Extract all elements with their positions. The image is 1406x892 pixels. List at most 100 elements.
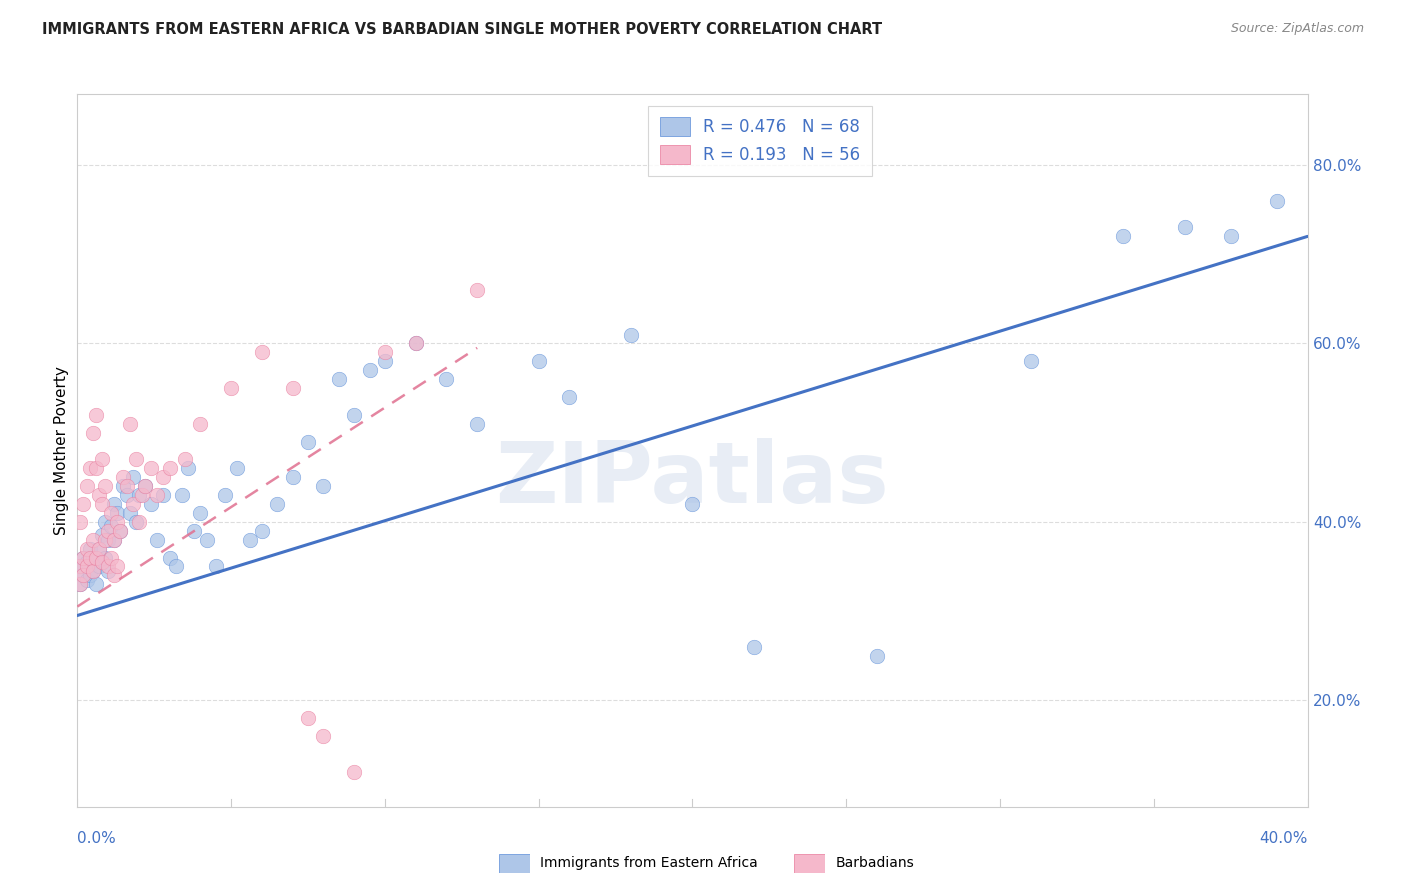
Point <box>97 533 120 547</box>
Point <box>527 354 550 368</box>
Point <box>118 417 141 431</box>
Point <box>159 461 181 475</box>
Point <box>183 524 205 538</box>
Point <box>239 533 262 547</box>
Point <box>79 568 101 582</box>
Point <box>82 425 104 440</box>
Point <box>105 559 128 574</box>
Point <box>100 550 122 565</box>
Point <box>76 479 98 493</box>
Y-axis label: Single Mother Poverty: Single Mother Poverty <box>53 366 69 535</box>
Point <box>110 524 132 538</box>
Point <box>250 524 273 538</box>
Point <box>87 559 110 574</box>
Point <box>87 488 110 502</box>
Point <box>1174 220 1197 235</box>
Point <box>134 479 156 493</box>
Point <box>226 461 249 475</box>
Point <box>72 568 94 582</box>
Point <box>152 470 174 484</box>
Point <box>69 577 91 591</box>
Point <box>558 390 581 404</box>
Point <box>219 381 242 395</box>
Point <box>204 559 226 574</box>
Point <box>72 550 94 565</box>
Point <box>281 470 304 484</box>
Point <box>90 497 114 511</box>
Point <box>69 577 91 591</box>
Point <box>69 559 91 574</box>
Point <box>465 417 488 431</box>
Point <box>266 497 288 511</box>
Point <box>112 470 135 484</box>
Point <box>94 550 117 565</box>
Point <box>76 555 98 569</box>
Point <box>125 515 148 529</box>
Point <box>72 568 94 582</box>
Point <box>84 461 107 475</box>
Point <box>174 452 197 467</box>
Point <box>112 479 135 493</box>
Point <box>90 528 114 542</box>
Point <box>128 488 150 502</box>
Point <box>103 533 125 547</box>
Point <box>82 564 104 578</box>
Point <box>359 363 381 377</box>
Point <box>866 648 889 663</box>
Point <box>131 488 153 502</box>
Point <box>343 408 366 422</box>
Point <box>90 452 114 467</box>
Point <box>328 372 350 386</box>
Point <box>97 559 120 574</box>
Point <box>115 488 138 502</box>
Point <box>79 550 101 565</box>
Point <box>94 515 117 529</box>
Point <box>76 559 98 574</box>
Text: Immigrants from Eastern Africa: Immigrants from Eastern Africa <box>540 856 758 871</box>
Point <box>134 479 156 493</box>
Point <box>250 345 273 359</box>
Text: 40.0%: 40.0% <box>1260 831 1308 846</box>
Point <box>188 506 212 520</box>
Point <box>405 336 427 351</box>
Point <box>118 506 141 520</box>
Point <box>69 515 91 529</box>
Point <box>141 497 163 511</box>
Point <box>121 470 143 484</box>
Point <box>82 564 104 578</box>
Point <box>312 479 335 493</box>
Point <box>121 497 143 511</box>
Point <box>69 559 91 574</box>
Point <box>152 488 174 502</box>
Point <box>405 336 427 351</box>
Point <box>84 408 107 422</box>
Point <box>84 550 107 565</box>
Point <box>90 555 114 569</box>
Point <box>103 568 125 582</box>
Point <box>72 550 94 565</box>
Text: IMMIGRANTS FROM EASTERN AFRICA VS BARBADIAN SINGLE MOTHER POVERTY CORRELATION CH: IMMIGRANTS FROM EASTERN AFRICA VS BARBAD… <box>42 22 883 37</box>
Point <box>1265 194 1288 208</box>
Point <box>195 533 218 547</box>
Point <box>177 461 200 475</box>
Point <box>100 519 122 533</box>
Point <box>79 461 101 475</box>
Point <box>374 345 396 359</box>
Point <box>94 479 117 493</box>
Point <box>82 533 104 547</box>
Legend: R = 0.476   N = 68, R = 0.193   N = 56: R = 0.476 N = 68, R = 0.193 N = 56 <box>648 105 872 176</box>
Point <box>1112 229 1135 244</box>
Text: 0.0%: 0.0% <box>77 831 117 846</box>
Point <box>103 497 125 511</box>
Point <box>1219 229 1241 244</box>
Point <box>84 577 107 591</box>
Point <box>1019 354 1042 368</box>
Point <box>297 711 319 725</box>
Point <box>105 515 128 529</box>
Point <box>72 497 94 511</box>
Point <box>188 417 212 431</box>
Point <box>128 515 150 529</box>
Point <box>76 573 98 587</box>
Point <box>110 524 132 538</box>
Point <box>374 354 396 368</box>
